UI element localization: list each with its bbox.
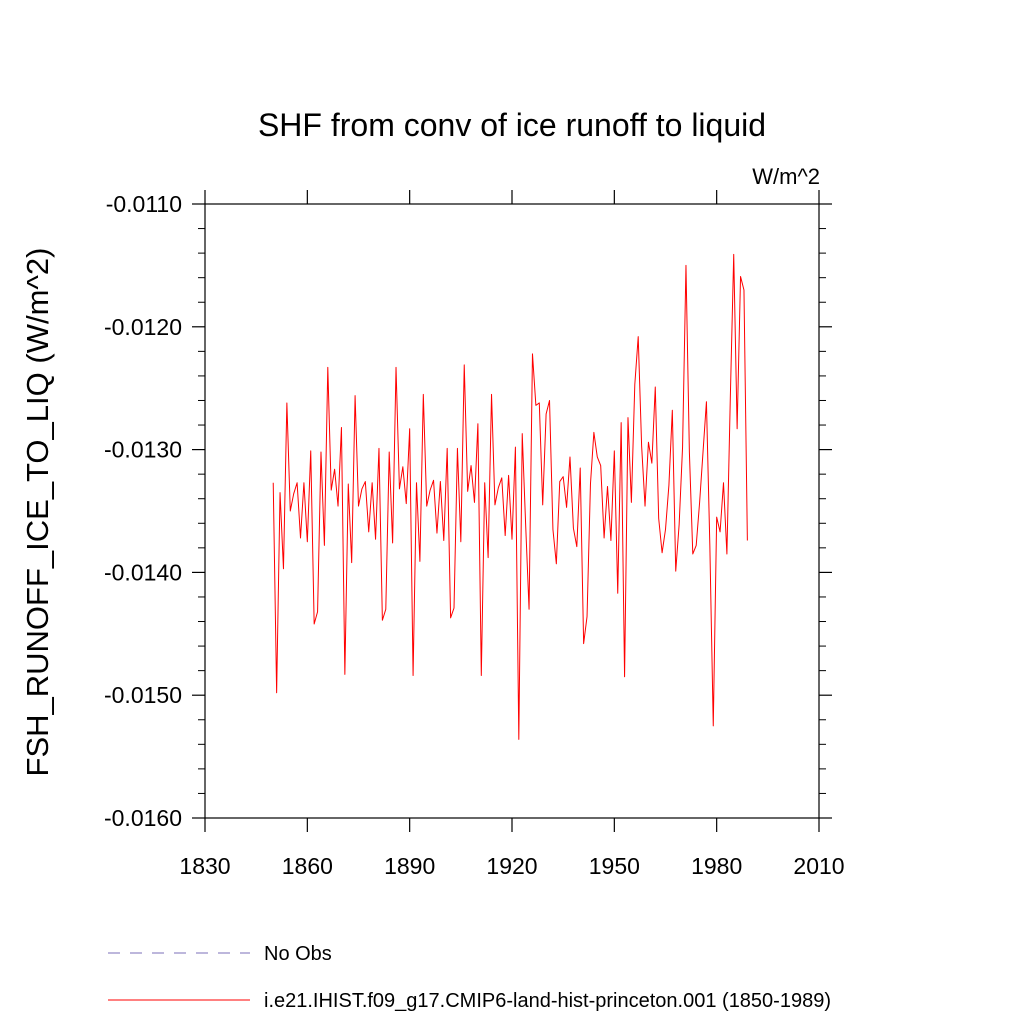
y-tick-labels: -0.0110 -0.0120 -0.0130 -0.0140 -0.0150 -0.01… <box>104 191 182 831</box>
x-tick-label: 1890 <box>384 853 435 879</box>
x-tick-label: 2010 <box>793 853 844 879</box>
y-tick-label: -0.0130 <box>104 437 182 463</box>
x-tick-labels: 1830 1860 1890 1920 1950 1980 2010 <box>179 853 844 879</box>
legend-label: i.e21.IHIST.f09_g17.CMIP6-land-hist-prin… <box>264 990 831 1012</box>
x-tick-label: 1830 <box>179 853 230 879</box>
x-tick-label: 1950 <box>589 853 640 879</box>
y-tick-label: -0.0150 <box>104 682 182 708</box>
legend-label: No Obs <box>264 943 332 965</box>
units-label: W/m^2 <box>752 164 820 189</box>
plot-series <box>272 253 748 740</box>
x-tick-label: 1920 <box>486 853 537 879</box>
y-tick-label: -0.0140 <box>104 559 182 585</box>
axis-ticks <box>192 190 832 832</box>
y-tick-label: -0.0110 <box>106 191 182 217</box>
y-tick-label: -0.0160 <box>104 805 182 831</box>
x-tick-label: 1980 <box>691 853 742 879</box>
chart-title: SHF from conv of ice runoff to liquid <box>258 107 766 143</box>
plot-frame <box>204 203 820 819</box>
series-line <box>272 253 748 740</box>
y-axis-label: FSH_RUNOFF_ICE_TO_LIQ (W/m^2) <box>20 248 55 777</box>
x-tick-label: 1860 <box>282 853 333 879</box>
legend: No Obs i.e21.IHIST.f09_g17.CMIP6-land-his… <box>108 943 831 1012</box>
y-tick-label: -0.0120 <box>104 314 182 340</box>
